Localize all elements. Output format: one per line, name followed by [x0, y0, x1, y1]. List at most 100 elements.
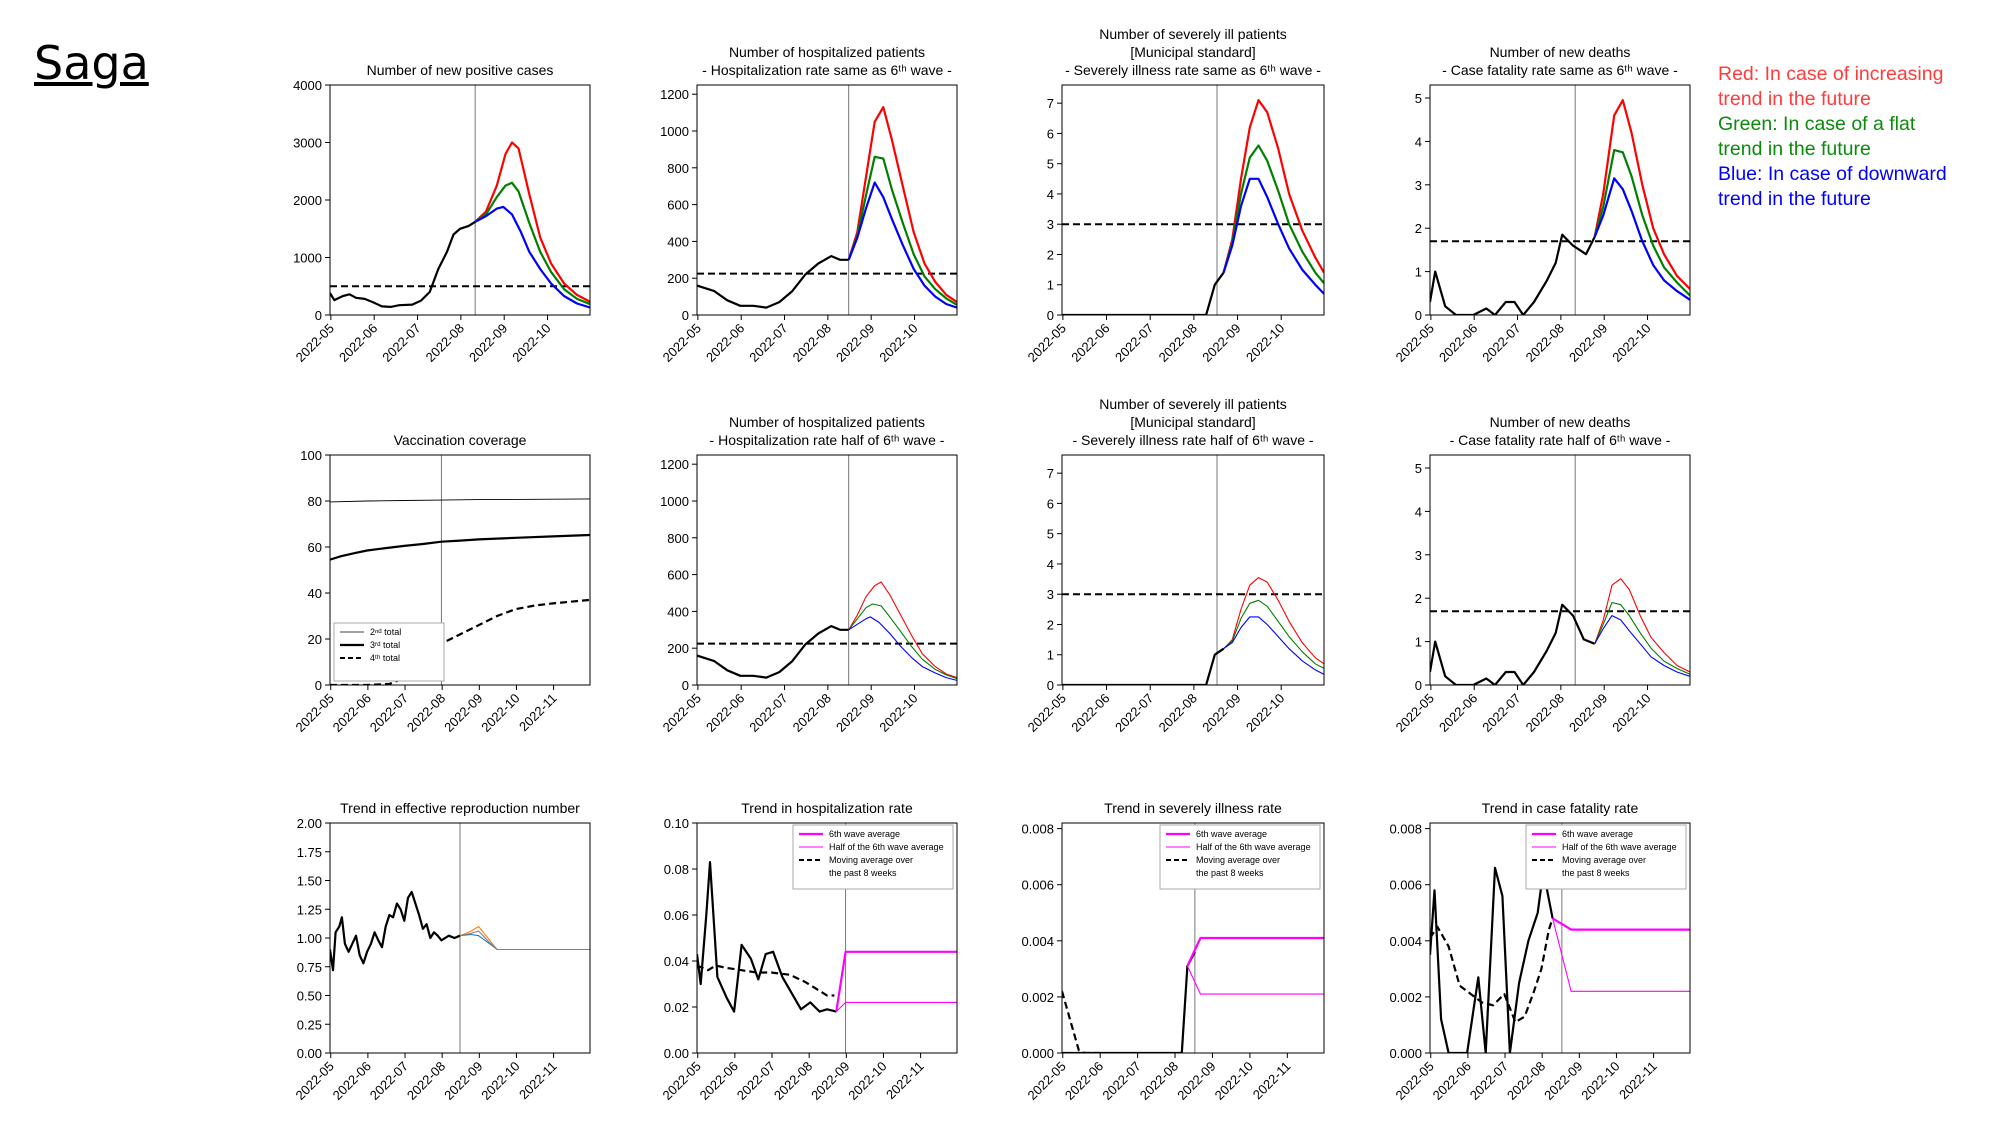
y-tick-label: 20: [308, 632, 322, 647]
chart-panel: Number of new deaths - Case fatality rate…: [1393, 44, 1691, 365]
y-tick-label: 0.008: [1021, 822, 1054, 837]
y-tick-label: 7: [1047, 466, 1054, 481]
y-tick-label: 1200: [660, 87, 689, 102]
x-tick-label: 2022-10: [478, 1059, 522, 1103]
y-tick-label: 0.00: [664, 1046, 689, 1061]
x-tick-label: 2022-06: [1430, 1059, 1474, 1103]
y-tick-label: 5: [1415, 91, 1422, 106]
series-line: [847, 181, 957, 309]
y-tick-label: 1.75: [297, 845, 322, 860]
chart-title: Number of new deaths: [1490, 44, 1631, 60]
chart-title: - Case fatality rate same as 6ᵗʰ wave -: [1442, 62, 1678, 78]
y-tick-label: 40: [308, 586, 322, 601]
legend-box: [1525, 824, 1687, 890]
y-tick-label: 0: [1415, 308, 1422, 323]
x-tick-label: 2022-06: [1068, 691, 1112, 735]
y-tick-label: 2: [1047, 247, 1054, 262]
y-tick-label: 0.02: [664, 1000, 689, 1015]
y-tick-label: 1.00: [297, 931, 322, 946]
x-tick-label: 2022-08: [790, 691, 834, 735]
legend-box: [333, 622, 445, 682]
y-tick-label: 4: [1047, 187, 1054, 202]
x-tick-label: 2022-05: [1025, 691, 1069, 735]
x-tick-label: 2022-05: [660, 321, 704, 365]
series-line: [1223, 616, 1324, 675]
x-tick-label: 2022-09: [1174, 1059, 1218, 1103]
x-tick-label: 2022-06: [1436, 321, 1480, 365]
series-line: [1062, 990, 1100, 1053]
chart-title: Trend in hospitalization rate: [741, 800, 913, 816]
chart-title: - Severely illness rate same as 6ᵗʰ wave…: [1065, 62, 1321, 78]
x-tick-label: 2022-06: [1062, 1059, 1106, 1103]
x-tick-label: 2022-08: [1523, 691, 1567, 735]
x-tick-label: 2022-07: [1467, 1059, 1511, 1103]
plot-area: [1430, 455, 1690, 685]
chart-title: Trend in severely illness rate: [1104, 800, 1282, 816]
y-tick-label: 0.000: [1389, 1046, 1422, 1061]
x-tick-label: 2022-09: [1566, 321, 1610, 365]
chart-title: [Municipal standard]: [1130, 44, 1255, 60]
y-tick-label: 0: [1415, 678, 1422, 693]
series-line: [1223, 577, 1324, 665]
y-tick-label: 4000: [293, 78, 322, 93]
x-tick-label: 2022-10: [845, 1059, 889, 1103]
x-tick-label: 2022-06: [703, 691, 747, 735]
x-tick-label: 2022-07: [746, 691, 790, 735]
y-tick-label: 800: [667, 531, 689, 546]
y-tick-label: 600: [667, 198, 689, 213]
x-tick-label: 2022-07: [734, 1059, 778, 1103]
chart-title: Trend in effective reproduction number: [340, 800, 580, 816]
x-tick-label: 2022-08: [790, 321, 834, 365]
legend-label: 4ᵗʰ total: [370, 653, 400, 663]
x-tick-label: 2022-11: [1616, 1059, 1660, 1103]
chart-title: - Severely illness rate half of 6ᵗʰ wave…: [1072, 432, 1313, 448]
chart-title: Trend in case fatality rate: [1482, 800, 1639, 816]
x-tick-label: 2022-08: [1156, 691, 1200, 735]
legend-label: Moving average over: [1562, 855, 1646, 865]
x-tick-label: 2022-11: [1250, 1059, 1294, 1103]
plot-area: [697, 455, 957, 685]
chart-title: Number of hospitalized patients: [729, 44, 925, 60]
series-line: [330, 498, 590, 503]
chart-title: Number of new deaths: [1490, 414, 1631, 430]
x-tick-label: 2022-06: [330, 691, 374, 735]
y-tick-label: 2: [1047, 617, 1054, 632]
x-tick-label: 2022-05: [1393, 691, 1437, 735]
x-tick-label: 2022-06: [336, 321, 380, 365]
x-tick-label: 2022-06: [697, 1059, 741, 1103]
series-line: [1594, 601, 1690, 675]
legend-label: 6th wave average: [829, 829, 900, 839]
scenario-legend-line: Green: In case of a flat: [1718, 113, 1916, 135]
scenario-legend-line: trend in the future: [1718, 138, 1871, 160]
series-line: [847, 155, 957, 306]
chart-title: - Hospitalization rate half of 6ᵗʰ wave …: [710, 432, 945, 448]
chart-title: - Case fatality rate half of 6ᵗʰ wave -: [1450, 432, 1671, 448]
legend-label: 6th wave average: [1562, 829, 1633, 839]
plot-frame: [329, 454, 591, 686]
legend-box: [792, 824, 954, 890]
plot-area: [697, 823, 957, 1053]
x-tick-label: 2022-09: [808, 1059, 852, 1103]
x-tick-label: 2022-07: [1479, 321, 1523, 365]
chart-title: Number of severely ill patients: [1099, 396, 1287, 412]
y-tick-label: 1200: [660, 457, 689, 472]
x-tick-label: 2022-06: [1068, 321, 1112, 365]
series-line: [1186, 965, 1324, 995]
y-tick-label: 80: [308, 494, 322, 509]
y-tick-label: 1: [1415, 265, 1422, 280]
series-line: [1062, 271, 1225, 315]
series-line: [835, 950, 957, 1012]
y-tick-label: 400: [667, 604, 689, 619]
x-tick-label: 2022-07: [1479, 691, 1523, 735]
series-line: [474, 181, 590, 306]
plot-frame: [1061, 454, 1325, 686]
y-tick-label: 2: [1415, 591, 1422, 606]
x-tick-label: 2022-09: [833, 691, 877, 735]
series-line: [1552, 917, 1690, 931]
series-line: [848, 616, 957, 681]
page-title: Saga: [34, 36, 149, 90]
y-tick-label: 0.004: [1021, 934, 1054, 949]
x-tick-label: 2022-08: [1137, 1059, 1181, 1103]
series-line: [330, 533, 590, 561]
series-line: [459, 930, 590, 951]
